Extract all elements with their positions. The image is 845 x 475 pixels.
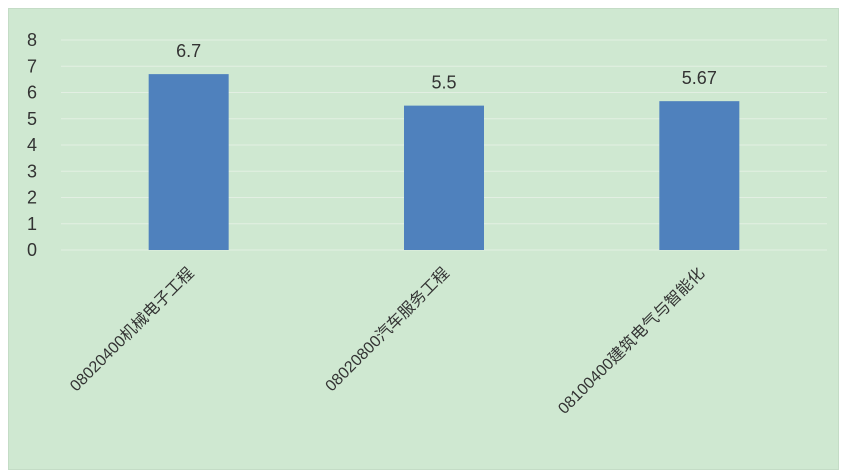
y-tick-label: 4 — [27, 135, 37, 155]
y-axis-tick-labels: 0 1 2 3 4 5 6 7 8 — [27, 30, 37, 260]
y-tick-label: 6 — [27, 83, 37, 103]
bar — [148, 74, 229, 250]
data-labels: 6.7 5.5 5.67 — [176, 41, 717, 93]
data-label: 5.5 — [431, 73, 456, 93]
bars — [148, 74, 740, 250]
y-tick-label: 2 — [27, 188, 37, 208]
y-tick-label: 8 — [27, 30, 37, 50]
y-tick-label: 7 — [27, 56, 37, 76]
x-tick-label: 08020400机械电子工程 — [67, 264, 198, 395]
x-axis-tick-labels: 08020400机械电子工程 08020800汽车服务工程 08100400建筑电气… — [67, 264, 709, 418]
data-label: 5.67 — [682, 68, 717, 88]
bar — [404, 105, 484, 250]
y-tick-label: 5 — [27, 109, 37, 129]
y-tick-label: 0 — [27, 240, 37, 260]
data-label: 6.7 — [176, 41, 201, 61]
bar — [659, 101, 740, 250]
x-tick-label: 08100400建筑电气与智能化 — [555, 264, 709, 418]
y-tick-label: 3 — [27, 161, 37, 181]
x-tick-label: 08020800汽车服务工程 — [322, 264, 453, 395]
y-tick-label: 1 — [27, 214, 37, 234]
